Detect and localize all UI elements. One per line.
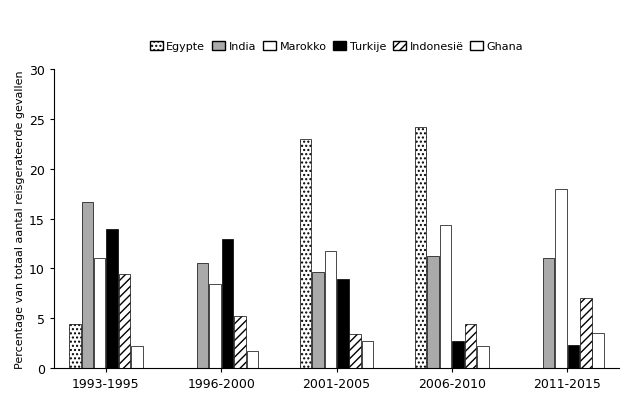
Bar (427, 257, 439, 368)
Bar (477, 346, 489, 368)
Bar (593, 333, 604, 368)
Bar (543, 259, 554, 368)
Bar (209, 285, 221, 368)
Bar (247, 351, 258, 368)
Bar (580, 298, 592, 368)
Bar (300, 140, 311, 368)
Bar (349, 334, 361, 368)
Bar (312, 273, 323, 368)
Bar (119, 275, 131, 368)
Bar (131, 346, 143, 368)
Bar (567, 345, 579, 368)
Bar (362, 341, 373, 368)
Bar (222, 239, 233, 368)
Bar (197, 264, 209, 368)
Bar (555, 190, 567, 368)
Y-axis label: Percentage van totaal aantal reisgerateerde gevallen: Percentage van totaal aantal reisgeratee… (15, 70, 25, 368)
Legend: Egypte, India, Marokko, Turkije, Indonesië, Ghana: Egypte, India, Marokko, Turkije, Indones… (145, 37, 528, 56)
Bar (465, 324, 476, 368)
Bar (107, 229, 118, 368)
Bar (440, 225, 451, 368)
Bar (94, 259, 105, 368)
Bar (82, 202, 93, 368)
Bar (69, 324, 81, 368)
Bar (337, 280, 349, 368)
Bar (325, 251, 336, 368)
Bar (452, 341, 464, 368)
Bar (234, 316, 246, 368)
Bar (415, 128, 427, 368)
